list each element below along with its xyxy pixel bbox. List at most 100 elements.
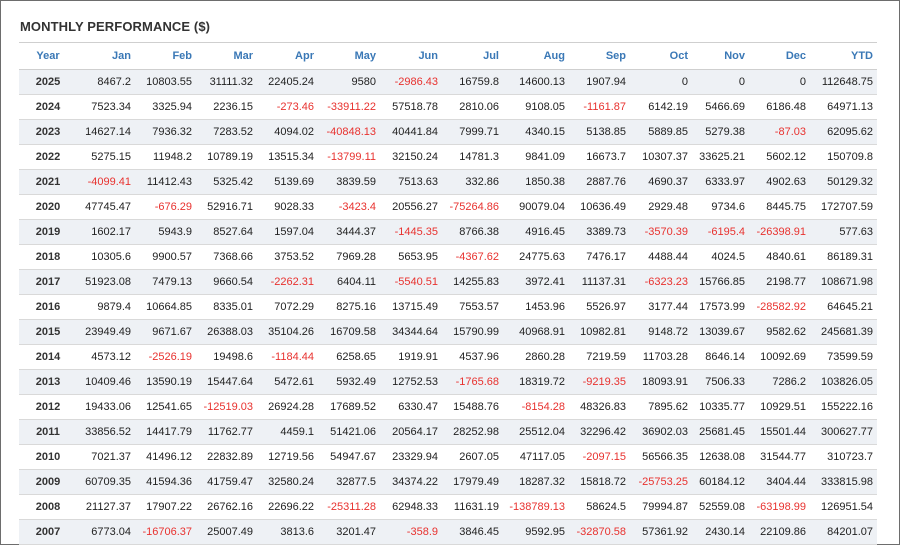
month-value-cell: 5653.95 — [380, 244, 442, 270]
month-value-cell: 9660.54 — [196, 269, 257, 295]
month-value-cell: 6404.11 — [318, 269, 380, 295]
month-value-cell: 11948.2 — [135, 144, 196, 170]
month-value-cell: 52916.71 — [196, 194, 257, 220]
year-cell: 2023 — [19, 119, 77, 145]
header-row: Year Jan Feb Mar Apr May Jun Jul Aug Sep… — [19, 42, 877, 70]
column-header-jan[interactable]: Jan — [77, 42, 135, 70]
month-value-cell: 17573.99 — [692, 294, 749, 320]
column-header-mar[interactable]: Mar — [196, 42, 257, 70]
month-value-cell: 41759.47 — [196, 469, 257, 495]
month-value-cell: 26388.03 — [196, 319, 257, 345]
month-value-cell: 10636.49 — [569, 194, 630, 220]
month-value-cell: 31111.32 — [196, 69, 257, 95]
month-value-cell: 2236.15 — [196, 94, 257, 120]
table-body: 2025 8467.2 10803.55 31111.32 22405.24 9580 -2… — [19, 69, 877, 545]
month-value-cell: 79994.87 — [630, 494, 692, 520]
column-header-dec[interactable]: Dec — [749, 42, 810, 70]
month-value-cell: -4099.41 — [77, 169, 135, 195]
column-header-apr[interactable]: Apr — [257, 42, 318, 70]
column-header-sep[interactable]: Sep — [569, 42, 630, 70]
month-value-cell: 6773.04 — [77, 519, 135, 545]
month-value-cell: 7523.34 — [77, 94, 135, 120]
month-value-cell: 7219.59 — [569, 344, 630, 370]
ytd-cell: 333815.98 — [810, 469, 877, 495]
ytd-cell: 172707.59 — [810, 194, 877, 220]
month-value-cell: 10409.46 — [77, 369, 135, 395]
month-value-cell: 3753.52 — [257, 244, 318, 270]
column-header-aug[interactable]: Aug — [503, 42, 569, 70]
month-value-cell: -5540.51 — [380, 269, 442, 295]
month-value-cell: 10307.37 — [630, 144, 692, 170]
month-value-cell: 4094.02 — [257, 119, 318, 145]
month-value-cell: 6186.48 — [749, 94, 810, 120]
column-header-jun[interactable]: Jun — [380, 42, 442, 70]
month-value-cell: 16709.58 — [318, 319, 380, 345]
month-value-cell: 2929.48 — [630, 194, 692, 220]
column-header-may[interactable]: May — [318, 42, 380, 70]
month-value-cell: 5275.15 — [77, 144, 135, 170]
month-value-cell: 10803.55 — [135, 69, 196, 95]
month-value-cell: 9108.05 — [503, 94, 569, 120]
month-value-cell: 54947.67 — [318, 444, 380, 470]
month-value-cell: 3839.59 — [318, 169, 380, 195]
month-value-cell: -16706.37 — [135, 519, 196, 545]
column-header-year[interactable]: Year — [19, 42, 77, 70]
column-header-nov[interactable]: Nov — [692, 42, 749, 70]
month-value-cell: 9148.72 — [630, 319, 692, 345]
ytd-cell: 310723.7 — [810, 444, 877, 470]
month-value-cell: -33911.22 — [318, 94, 380, 120]
month-value-cell: 15488.76 — [442, 394, 503, 420]
year-cell: 2013 — [19, 369, 77, 395]
month-value-cell: 15790.99 — [442, 319, 503, 345]
year-cell: 2024 — [19, 94, 77, 120]
month-value-cell: -1765.68 — [442, 369, 503, 395]
month-value-cell: -63198.99 — [749, 494, 810, 520]
ytd-cell: 73599.59 — [810, 344, 877, 370]
month-value-cell: 17979.49 — [442, 469, 503, 495]
column-header-jul[interactable]: Jul — [442, 42, 503, 70]
month-value-cell: 57361.92 — [630, 519, 692, 545]
column-header-feb[interactable]: Feb — [135, 42, 196, 70]
ytd-cell: 86189.31 — [810, 244, 877, 270]
month-value-cell: 5943.9 — [135, 219, 196, 245]
month-value-cell: -75264.86 — [442, 194, 503, 220]
month-value-cell: 2198.77 — [749, 269, 810, 295]
month-value-cell: 6333.97 — [692, 169, 749, 195]
month-value-cell: 15501.44 — [749, 419, 810, 445]
month-value-cell: 41496.12 — [135, 444, 196, 470]
month-value-cell: 20564.17 — [380, 419, 442, 445]
month-value-cell: 57518.78 — [380, 94, 442, 120]
month-value-cell: 5889.85 — [630, 119, 692, 145]
month-value-cell: -32870.58 — [569, 519, 630, 545]
year-cell: 2021 — [19, 169, 77, 195]
month-value-cell: 14417.79 — [135, 419, 196, 445]
month-value-cell: -8154.28 — [503, 394, 569, 420]
month-value-cell: 7286.2 — [749, 369, 810, 395]
year-cell: 2014 — [19, 344, 77, 370]
month-value-cell: 32580.24 — [257, 469, 318, 495]
month-value-cell: 26762.16 — [196, 494, 257, 520]
month-value-cell: 22696.22 — [257, 494, 318, 520]
month-value-cell: 0 — [749, 69, 810, 95]
month-value-cell: 7476.17 — [569, 244, 630, 270]
month-value-cell: 40968.91 — [503, 319, 569, 345]
month-value-cell: -1445.35 — [380, 219, 442, 245]
month-value-cell: 56566.35 — [630, 444, 692, 470]
month-value-cell: 9734.6 — [692, 194, 749, 220]
month-value-cell: -3423.4 — [318, 194, 380, 220]
month-value-cell: 24775.63 — [503, 244, 569, 270]
year-cell: 2018 — [19, 244, 77, 270]
month-value-cell: 23329.94 — [380, 444, 442, 470]
month-value-cell: 3325.94 — [135, 94, 196, 120]
table-row: 2023 14627.14 7936.32 7283.52 4094.02 -40848.… — [19, 119, 877, 145]
month-value-cell: 12638.08 — [692, 444, 749, 470]
month-value-cell: 5139.69 — [257, 169, 318, 195]
column-header-ytd[interactable]: YTD — [810, 42, 877, 70]
year-cell: 2016 — [19, 294, 77, 320]
month-value-cell: 2887.76 — [569, 169, 630, 195]
month-value-cell: 14627.14 — [77, 119, 135, 145]
column-header-oct[interactable]: Oct — [630, 42, 692, 70]
month-value-cell: -9219.35 — [569, 369, 630, 395]
table-row: 2024 7523.34 3325.94 2236.15 -273.46 -33911.2… — [19, 94, 877, 120]
